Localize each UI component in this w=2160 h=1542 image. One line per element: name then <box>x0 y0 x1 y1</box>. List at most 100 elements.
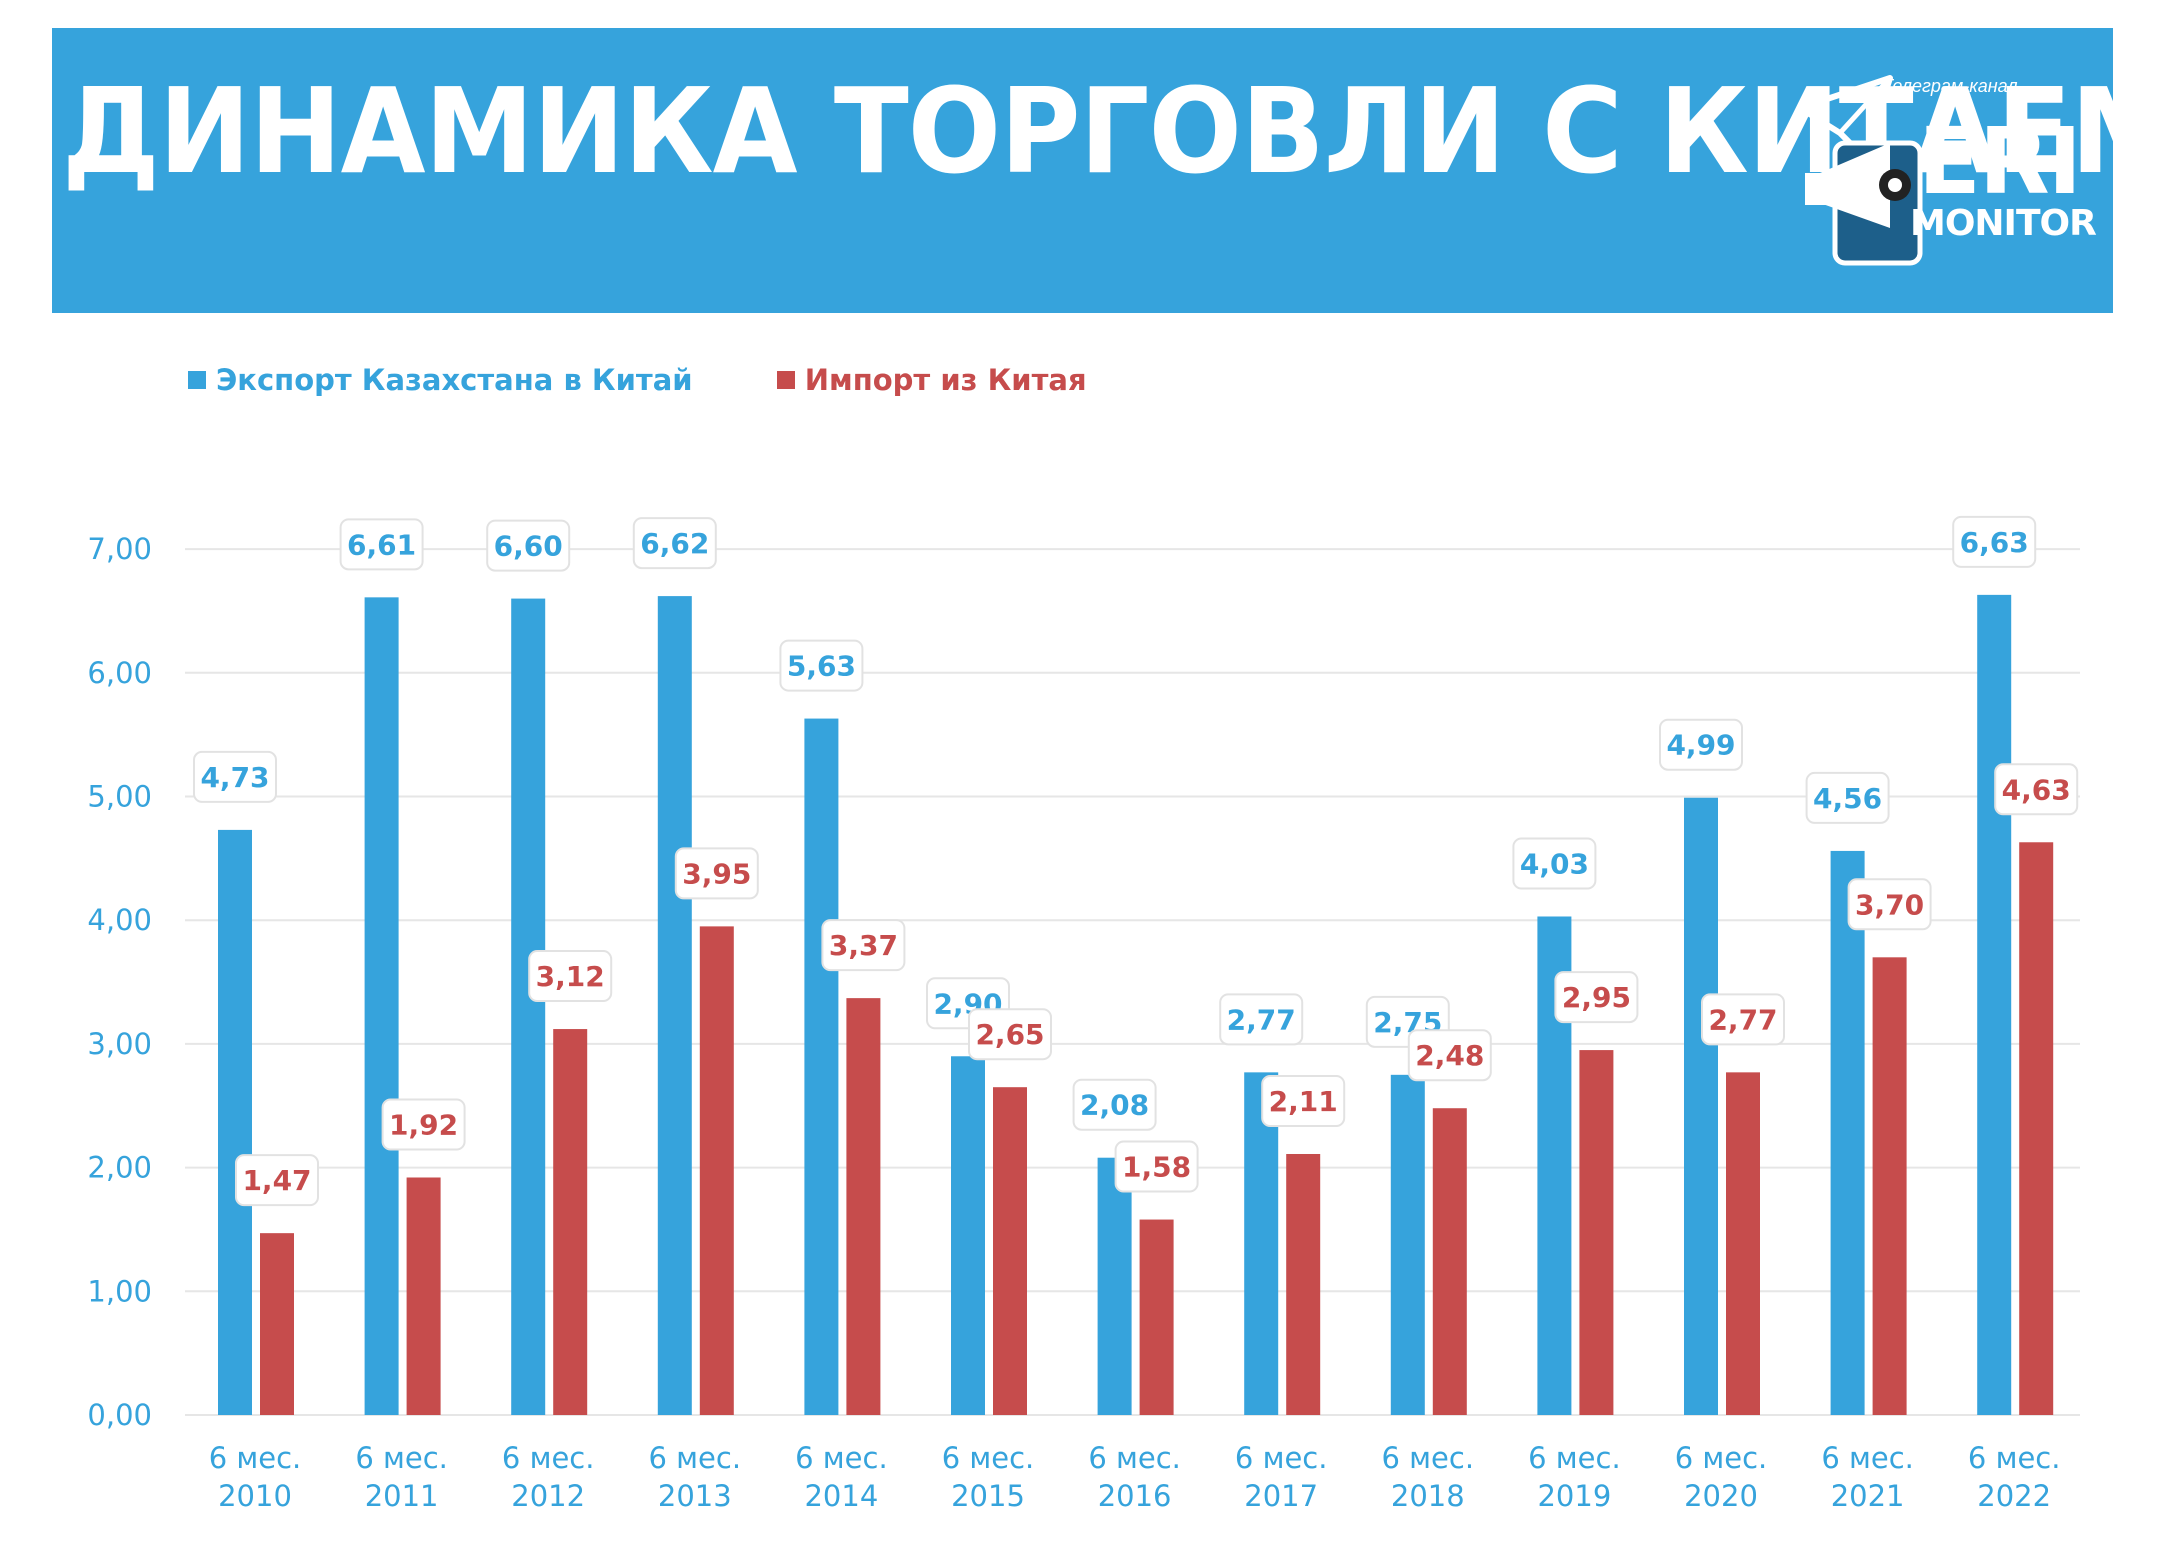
x-tick-label: 6 мес. 2014 <box>795 1441 888 1513</box>
bar-export <box>804 718 839 1415</box>
data-label-import: 4,63 <box>2002 773 2071 806</box>
y-tick-label: 7,00 <box>87 532 152 566</box>
legend-label-export: Экспорт Казахстана в Китай <box>216 363 693 397</box>
x-tick-label: 6 мес. 2010 <box>209 1441 302 1513</box>
x-tick-label: 6 мес. 2021 <box>1821 1441 1914 1513</box>
x-tick-label: 6 мес. 2019 <box>1528 1441 1621 1513</box>
data-label-box <box>1994 763 2079 816</box>
data-label-import: 1,58 <box>1122 1151 1191 1184</box>
x-tick-label: 6 мес. 2020 <box>1675 1441 1768 1513</box>
data-label-export: 4,73 <box>200 761 269 794</box>
data-label-export: 6,63 <box>1960 526 2029 559</box>
data-label-export: 4,99 <box>1666 729 1735 762</box>
y-tick-label: 6,00 <box>87 656 152 690</box>
chart-legend: Экспорт Казахстана в Китай Импорт из Кит… <box>188 362 1161 397</box>
x-tick-label: 6 мес. 2011 <box>355 1441 448 1513</box>
data-label-import: 2,95 <box>1562 981 1631 1014</box>
y-tick-label: 3,00 <box>87 1027 152 1061</box>
y-tick-label: 4,00 <box>87 903 152 937</box>
legend-swatch-import <box>776 371 795 389</box>
legend-item-import: Импорт из Китая <box>776 363 1087 397</box>
bar-export <box>1684 797 1718 1415</box>
data-label-export: 4,56 <box>1813 782 1882 815</box>
data-label-export: 6,62 <box>640 527 709 560</box>
data-label-export: 4,03 <box>1520 847 1589 880</box>
y-tick-label: 1,00 <box>87 1274 152 1308</box>
x-tick-label: 6 мес. 2015 <box>942 1441 1035 1513</box>
data-label-box <box>193 750 277 803</box>
bar-import <box>1139 1219 1174 1415</box>
logo-subname: MONITOR <box>1910 203 2097 244</box>
data-label-box <box>779 639 864 692</box>
data-label-box <box>1701 993 1785 1046</box>
bar-import <box>993 1087 1027 1415</box>
data-label-box <box>968 1008 1052 1061</box>
bar-export <box>951 1056 985 1415</box>
data-label-box <box>1072 1078 1157 1131</box>
data-label-export: 6,61 <box>347 528 416 561</box>
x-tick-label: 6 мес. 2017 <box>1235 1441 1328 1513</box>
data-label-import: 3,12 <box>536 960 605 993</box>
header-banner <box>52 28 2113 313</box>
data-label-export: 2,77 <box>1227 1003 1296 1036</box>
data-label-box <box>1219 993 1304 1046</box>
data-label-box <box>1512 837 1597 890</box>
data-label-box <box>632 517 717 570</box>
bar-import <box>1432 1108 1467 1415</box>
x-tick-label: 6 мес. 2013 <box>649 1441 742 1513</box>
x-tick-label: 6 мес. 2018 <box>1382 1441 1475 1513</box>
bar-export <box>1830 850 1865 1415</box>
bar-import <box>1872 957 1907 1415</box>
data-label-export: 5,63 <box>787 650 856 683</box>
bar-import <box>406 1177 441 1415</box>
bar-export <box>657 596 692 1415</box>
legend-swatch-export <box>188 371 206 389</box>
y-tick-label: 2,00 <box>87 1151 152 1185</box>
data-label-import: 2,77 <box>1708 1003 1777 1036</box>
data-label-box <box>1952 515 2037 568</box>
data-label-box <box>674 847 759 900</box>
data-label-box <box>1407 1029 1492 1082</box>
data-label-box <box>339 518 424 571</box>
bar-import <box>260 1233 294 1415</box>
data-label-import: 2,48 <box>1415 1039 1484 1072</box>
bar-import <box>846 998 881 1415</box>
legend-item-export: Экспорт Казахстана в Китай <box>188 363 693 397</box>
data-label-import: 1,92 <box>389 1108 458 1141</box>
data-label-import: 1,47 <box>242 1164 311 1197</box>
data-label-box <box>1805 771 1890 824</box>
bar-export <box>511 598 546 1415</box>
bar-import <box>553 1029 588 1415</box>
bar-import <box>1286 1153 1321 1415</box>
data-label-export: 2,08 <box>1080 1089 1149 1122</box>
bar-export <box>218 829 252 1415</box>
x-tick-label: 6 мес. 2012 <box>502 1441 595 1513</box>
x-tick-label: 6 мес. 2022 <box>1968 1441 2061 1513</box>
eri-monitor-logo: Телеграм-канал ERI MONITOR <box>1740 48 2097 268</box>
data-label-box <box>1847 878 1932 931</box>
bar-export <box>1390 1074 1425 1415</box>
bar-export <box>364 597 399 1415</box>
data-label-import: 2,65 <box>975 1018 1044 1051</box>
x-tick-label: 6 мес. 2016 <box>1088 1441 1181 1513</box>
bar-export <box>1977 594 2012 1415</box>
y-tick-label: 0,00 <box>87 1398 152 1432</box>
data-label-box <box>381 1098 466 1151</box>
data-label-box <box>1659 718 1743 771</box>
bar-export <box>1097 1157 1132 1415</box>
data-label-box <box>486 519 571 572</box>
bar-import <box>2019 842 2054 1415</box>
data-label-box <box>1261 1074 1346 1127</box>
legend-label-import: Импорт из Китая <box>804 363 1087 397</box>
bar-import <box>1579 1050 1614 1415</box>
data-label-box <box>235 1154 319 1207</box>
data-label-box <box>1114 1140 1199 1193</box>
y-tick-label: 5,00 <box>87 780 152 814</box>
bar-import <box>699 926 734 1415</box>
data-label-box <box>1554 971 1639 1024</box>
data-label-box <box>821 919 906 972</box>
data-label-import: 3,70 <box>1855 888 1924 921</box>
telegram-megaphone-icon <box>1797 75 1923 266</box>
data-label-box <box>528 950 613 1003</box>
